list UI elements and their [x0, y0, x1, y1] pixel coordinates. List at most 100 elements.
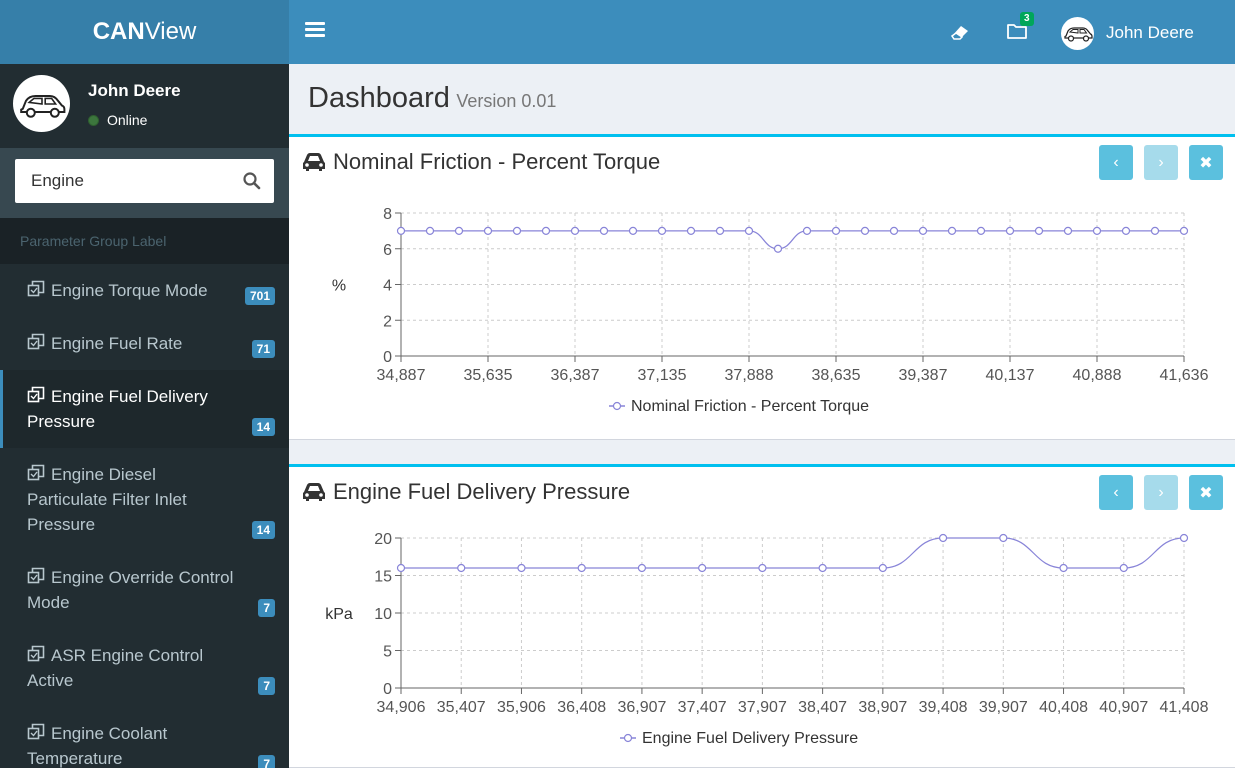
sidebar-item[interactable]: Engine Diesel Particulate Filter Inlet P…: [0, 448, 289, 551]
search-icon[interactable]: [242, 171, 262, 191]
y-tick-label: 15: [374, 569, 392, 586]
prev-button[interactable]: ‹: [1099, 475, 1133, 510]
count-badge: 71: [251, 340, 275, 358]
data-point[interactable]: [1179, 226, 1189, 235]
data-point[interactable]: [1063, 226, 1073, 235]
data-point[interactable]: [454, 226, 464, 235]
close-button[interactable]: ✖: [1189, 475, 1223, 510]
user-panel: John Deere Online: [0, 64, 289, 148]
x-tick-label: 35,635: [464, 367, 513, 384]
user-status: Online: [88, 112, 147, 128]
data-point[interactable]: [802, 226, 812, 235]
data-point[interactable]: [512, 226, 522, 235]
x-tick-label: 40,907: [1099, 699, 1148, 716]
data-point[interactable]: [999, 533, 1008, 543]
chevron-left-icon: ‹: [1113, 153, 1119, 171]
search-box: [15, 159, 274, 203]
y-tick-label: 4: [383, 278, 392, 295]
data-point[interactable]: [976, 226, 986, 235]
legend-marker-icon: [623, 733, 633, 743]
y-tick-label: 5: [383, 644, 392, 661]
x-tick-label: 37,907: [738, 699, 787, 716]
data-point[interactable]: [1150, 226, 1160, 235]
data-point[interactable]: [657, 226, 667, 235]
data-point[interactable]: [818, 563, 827, 573]
box-title-text: Engine Fuel Delivery Pressure: [333, 479, 631, 504]
data-point[interactable]: [831, 226, 841, 235]
eraser-icon[interactable]: [949, 22, 971, 42]
sidebar-item[interactable]: ASR Engine Control Active 7: [0, 629, 289, 707]
folder-icon[interactable]: [1006, 20, 1028, 42]
sidebar-item[interactable]: Engine Override Control Mode 7: [0, 551, 289, 629]
data-point[interactable]: [860, 226, 870, 235]
x-tick-label: 41,408: [1160, 699, 1209, 716]
data-point[interactable]: [889, 226, 899, 235]
next-button[interactable]: ›: [1144, 145, 1178, 180]
data-point[interactable]: [1034, 226, 1044, 235]
brand-bold: CAN: [92, 18, 145, 45]
legend-marker-icon: [612, 401, 622, 411]
data-point[interactable]: [773, 244, 783, 253]
chart-box-fuel-pressure: 0 5 10 15 20 34,906 35,407 35,906 36,408 36,907 37…: [289, 464, 1235, 768]
data-point[interactable]: [758, 563, 767, 573]
page-version: Version 0.01: [456, 91, 557, 111]
data-point[interactable]: [918, 226, 928, 235]
content-header: Dashboard Version 0.01: [308, 82, 556, 115]
online-status-icon: [88, 114, 99, 126]
data-point[interactable]: [425, 226, 435, 235]
data-point[interactable]: [686, 226, 696, 235]
data-point[interactable]: [878, 563, 887, 573]
sidebar-item[interactable]: Engine Fuel Rate 71: [0, 317, 289, 370]
data-point[interactable]: [947, 226, 957, 235]
data-point[interactable]: [715, 226, 725, 235]
data-point[interactable]: [541, 226, 551, 235]
data-point[interactable]: [637, 563, 647, 573]
data-point[interactable]: [698, 563, 707, 573]
close-button[interactable]: ✖: [1189, 145, 1223, 180]
box-tools: ‹ › ✖: [1088, 475, 1223, 510]
app-brand[interactable]: CANView: [0, 0, 289, 64]
data-point[interactable]: [1092, 226, 1102, 235]
data-point[interactable]: [457, 563, 466, 573]
data-point[interactable]: [1059, 563, 1068, 573]
data-point[interactable]: [1119, 563, 1128, 573]
box-title-text: Nominal Friction - Percent Torque: [333, 149, 661, 174]
data-point[interactable]: [396, 226, 406, 235]
data-point[interactable]: [938, 533, 948, 543]
data-point[interactable]: [628, 226, 638, 235]
data-point[interactable]: [744, 226, 754, 235]
avatar: [1061, 16, 1094, 50]
data-point[interactable]: [1005, 226, 1015, 235]
menu-toggle-icon[interactable]: [305, 22, 325, 42]
x-tick-label: 35,407: [437, 699, 486, 716]
y-axis-label: kPa: [325, 606, 353, 623]
x-tick-label: 38,635: [812, 367, 861, 384]
count-badge: 701: [244, 287, 275, 305]
legend-label[interactable]: Nominal Friction - Percent Torque: [631, 398, 869, 415]
clone-icon: [27, 333, 45, 350]
search-input[interactable]: [15, 159, 230, 203]
sidebar-item[interactable]: Engine Coolant Temperature 7: [0, 707, 289, 768]
brand-rest: View: [144, 18, 197, 45]
y-tick-label: 20: [374, 531, 392, 548]
data-point[interactable]: [577, 563, 586, 573]
data-point[interactable]: [1179, 533, 1189, 543]
data-point[interactable]: [599, 226, 609, 235]
clone-icon: [27, 567, 45, 584]
data-point[interactable]: [1121, 226, 1131, 235]
x-tick-label: 39,408: [919, 699, 968, 716]
series-line: [400, 537, 1185, 569]
count-badge: 14: [251, 521, 275, 539]
data-point[interactable]: [517, 563, 526, 573]
data-point[interactable]: [483, 226, 493, 235]
data-point[interactable]: [396, 563, 406, 573]
user-menu[interactable]: John Deere: [1061, 16, 1194, 50]
sidebar-item[interactable]: Engine Torque Mode 701: [0, 264, 289, 317]
legend-label[interactable]: Engine Fuel Delivery Pressure: [642, 730, 858, 747]
prev-button[interactable]: ‹: [1099, 145, 1133, 180]
sidebar-item[interactable]: Engine Fuel Delivery Pressure 14: [0, 370, 289, 448]
next-button[interactable]: ›: [1144, 475, 1178, 510]
sidebar-item-label: Engine Fuel Delivery Pressure: [27, 387, 208, 431]
close-icon: ✖: [1199, 484, 1213, 502]
data-point[interactable]: [570, 226, 580, 235]
